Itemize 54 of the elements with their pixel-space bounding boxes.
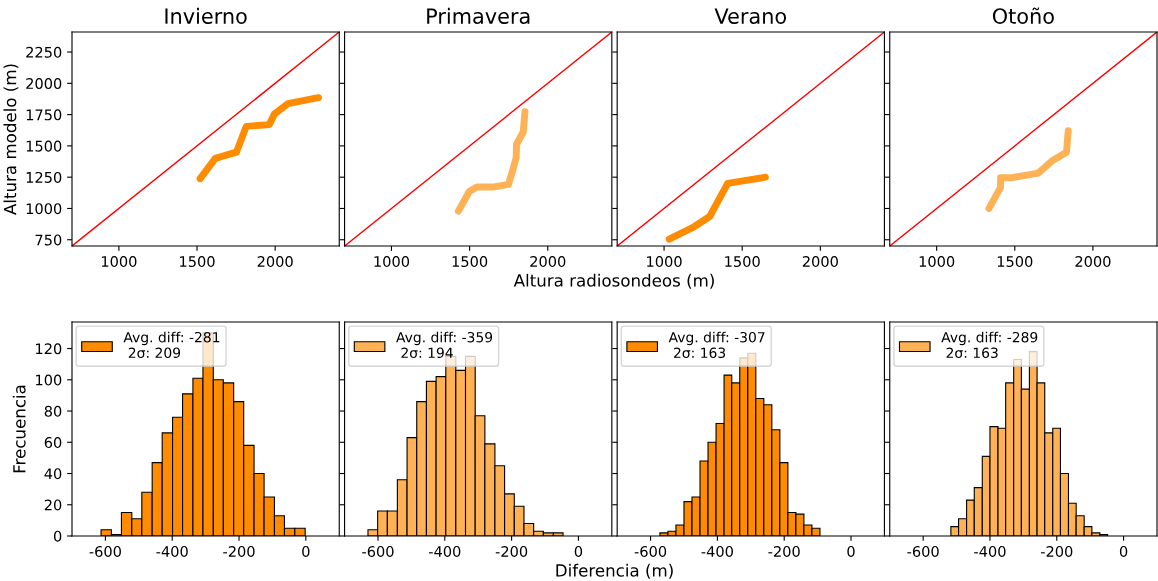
x-tick-label: 1000 (919, 255, 955, 268)
x-tick-label: 1500 (452, 255, 488, 268)
x-tick-label: 0 (302, 545, 310, 558)
x-tick-label: 0 (1119, 545, 1128, 558)
y-tick-label: 120 (36, 343, 62, 355)
y-tick-label: 1750 (26, 109, 62, 121)
x-tick-label: 0 (847, 545, 855, 558)
x-tick-label: 2000 (802, 255, 838, 268)
chart-title: Invierno (165, 7, 247, 24)
x-tick-label: 1000 (647, 255, 682, 268)
chart-title: Primavera (427, 7, 530, 24)
x-tick-label: -200 (768, 545, 800, 558)
x-tick-label: 2000 (530, 255, 566, 268)
y-tick-label: 0 (53, 530, 62, 542)
x-tick-label: 0 (574, 545, 583, 558)
x-tick-label: 1500 (180, 255, 215, 268)
legend-label: Avg. diff: -281 2σ: 209 (123, 331, 220, 359)
y-tick-label: 60 (44, 436, 62, 449)
chart-title: Verano (714, 8, 787, 24)
y-tick-label: 1250 (26, 171, 62, 183)
x-tick-label: -600 (362, 545, 394, 558)
legend-label: Avg. diff: -359 2σ: 194 (396, 331, 493, 359)
x-tick-label: -400 (428, 545, 461, 558)
y-tick-label: 2250 (26, 46, 62, 58)
x-tick-label: 1000 (101, 255, 137, 268)
y-tick-label: 80 (44, 405, 62, 417)
y-axis-title: Altura modelo (m) (3, 64, 19, 215)
x-tick-label: -400 (974, 545, 1006, 558)
x-tick-label: -200 (495, 545, 528, 558)
y-tick-label: 2000 (26, 78, 62, 90)
x-tick-label: 2000 (1075, 255, 1111, 268)
y-axis-title: Frecuencia (12, 385, 26, 473)
x-tick-label: 1500 (725, 255, 760, 268)
x-tick-label: 1500 (997, 255, 1033, 268)
x-tick-label: 1000 (374, 255, 410, 268)
y-tick-label: 40 (44, 468, 62, 480)
x-tick-label: -400 (701, 545, 733, 558)
chart-title: Otoño (992, 7, 1054, 24)
legend-label: Avg. diff: -307 2σ: 163 (668, 331, 765, 359)
y-tick-label: 1500 (26, 140, 62, 152)
legend-label: Avg. diff: -289 2σ: 163 (941, 331, 1038, 359)
y-tick-label: 1000 (26, 203, 62, 215)
x-tick-label: 2000 (257, 255, 293, 268)
x-tick-label: -600 (907, 545, 939, 558)
x-tick-label: -600 (634, 545, 667, 558)
y-tick-label: 100 (36, 374, 62, 386)
x-tick-label: -200 (223, 545, 255, 558)
x-axis-title: Diferencia (m) (556, 563, 673, 579)
x-tick-label: -400 (156, 545, 188, 558)
x-tick-label: -600 (89, 545, 121, 558)
x-axis-title: Altura radiosondeos (m) (513, 273, 714, 289)
y-tick-label: 750 (35, 234, 62, 246)
x-tick-label: -200 (1040, 545, 1073, 558)
y-tick-label: 20 (44, 499, 62, 511)
